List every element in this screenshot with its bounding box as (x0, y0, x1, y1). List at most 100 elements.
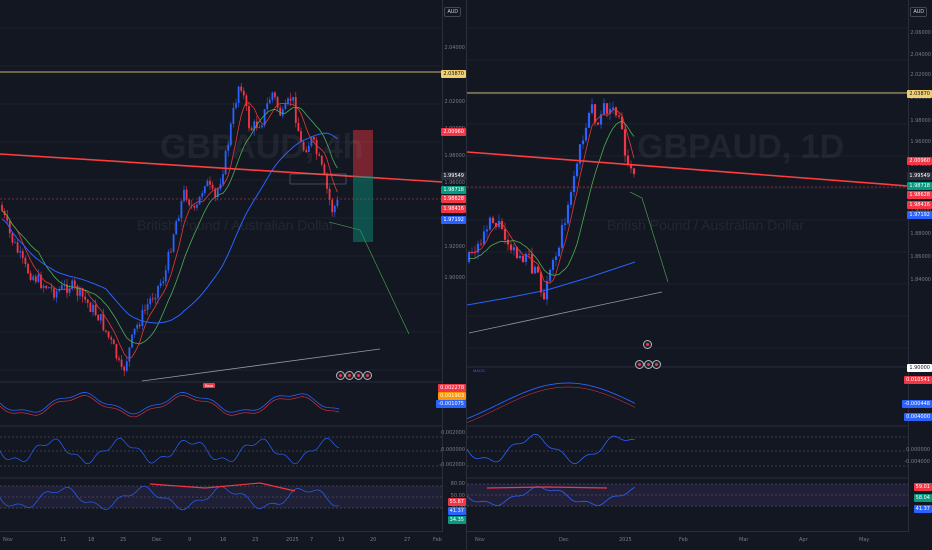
price-badge: 2.00960 (441, 128, 466, 136)
stop-zone (353, 130, 373, 176)
candle-body (629, 164, 633, 169)
event-marker-icon[interactable] (345, 371, 354, 380)
candle-body (32, 276, 35, 281)
left-price-axis[interactable]: AUD 2.040002.020002.000001.980001.960001… (436, 0, 466, 532)
event-marker-icon[interactable] (643, 340, 652, 349)
left-chart-pane[interactable]: GBPAUD, 4h British Pound / Australian Do… (0, 0, 467, 550)
target-zone (353, 176, 373, 242)
candle-body (253, 121, 256, 131)
right-price-chart[interactable] (467, 0, 932, 550)
candle-body (294, 96, 297, 123)
candle-body (94, 304, 97, 315)
candle-body (216, 188, 219, 198)
event-marker-icon[interactable] (363, 371, 372, 380)
candle-body (232, 107, 235, 124)
candle-body (144, 309, 146, 311)
macd-signal (467, 386, 636, 423)
price-tick-label: 1.96000 (444, 180, 465, 186)
price-tick-label: 2.04000 (910, 52, 931, 58)
candle-body (593, 104, 597, 123)
candle-body (188, 199, 191, 206)
date-tick-label: 9 (188, 537, 192, 543)
price-tick-label: 1.96000 (910, 139, 931, 145)
price-badge: 1.98718 (441, 186, 466, 194)
candle-body (154, 297, 157, 300)
left-currency-label[interactable]: AUD (444, 7, 461, 17)
moving-average-line (467, 261, 636, 306)
trendline-red (0, 153, 443, 183)
candle-body (602, 103, 606, 115)
rsi-tick-label: 80.00 (450, 481, 465, 487)
candle-body (11, 233, 14, 243)
candle-body (572, 176, 576, 193)
price-tick-label: 2.04000 (444, 45, 465, 51)
date-tick-label: Nov (475, 537, 485, 543)
candle-body (503, 228, 507, 240)
candle-body (164, 270, 167, 282)
right-chart-pane[interactable]: GBPAUD, 1D British Pound / Australian Do… (467, 0, 932, 550)
price-badge: 1.99549 (441, 172, 466, 180)
candle-body (560, 224, 564, 248)
left-price-chart[interactable] (0, 0, 466, 550)
oscillator-line (0, 437, 339, 465)
candle-body (584, 127, 588, 141)
right-price-axis[interactable]: AUD 2.06000 2.04000 2.02000 2.00000 1.98000 1… (902, 0, 932, 532)
date-tick-label: 11 (60, 537, 67, 543)
candle-body (590, 104, 594, 113)
candle-body (237, 86, 240, 104)
price-badge: 1.90000 (907, 364, 932, 372)
oscillator-tick-label: -0.002000 (439, 462, 465, 468)
indicator-value-badge: 0.001903 (438, 392, 466, 400)
candle-body (491, 217, 495, 223)
candle-body (222, 174, 224, 184)
indicator-value-badge: 41.37 (913, 505, 932, 513)
right-currency-label[interactable]: AUD (910, 7, 927, 17)
candle-body (8, 220, 11, 234)
candle-body (323, 164, 326, 175)
moving-average-line (1, 101, 338, 359)
event-marker-icon[interactable] (635, 360, 644, 369)
date-tick-label: Apr (799, 537, 808, 543)
candle-body (170, 251, 172, 253)
price-tick-label: 2.06000 (910, 30, 931, 36)
candle-body (138, 324, 141, 327)
candle-body (527, 253, 531, 255)
candle-body (274, 92, 276, 98)
candle-body (326, 174, 328, 189)
candle-body (250, 128, 253, 131)
candle-body (229, 123, 232, 145)
candle-body (271, 92, 274, 100)
price-badge: 2.00960 (907, 157, 932, 165)
candle-body (34, 276, 37, 282)
price-badge: 2.03870 (441, 70, 466, 78)
price-tick-label: 2.02000 (910, 72, 931, 78)
candle-body (557, 247, 561, 257)
candle-body (60, 285, 63, 290)
price-tick-label: 1.94000 (910, 162, 931, 168)
price-tick-label: 2.00000 (910, 95, 931, 101)
candle-body (16, 242, 19, 253)
date-tick-label: 16 (220, 537, 227, 543)
event-marker-icon[interactable] (336, 371, 345, 380)
candle-body (29, 273, 32, 281)
candle-body (196, 204, 198, 208)
projection-path (328, 221, 410, 335)
event-marker-icon[interactable] (652, 360, 661, 369)
candle-body (548, 269, 552, 282)
event-marker-icon[interactable] (354, 371, 363, 380)
candle-body (289, 98, 292, 101)
bear-divergence-tag: Bear (203, 383, 216, 388)
candle-body (180, 201, 183, 219)
candle-body (99, 313, 102, 321)
trendline-red (467, 151, 909, 187)
candle-body (479, 243, 483, 245)
left-time-axis[interactable]: Nov 11 18 25 Dec 9 16 23 2025 7 13 20 27 Feb (0, 531, 442, 550)
price-badge: 1.98416 (441, 205, 466, 213)
rsi-divergence-line (149, 482, 296, 492)
candle-body (112, 339, 115, 345)
price-badge: 1.98416 (907, 201, 932, 209)
candle-body (533, 266, 537, 274)
right-time-axis[interactable]: Nov Dec 2025 Feb Mar Apr May (467, 531, 908, 550)
price-tick-label: 1.92000 (444, 244, 465, 250)
candle-body (136, 324, 139, 329)
